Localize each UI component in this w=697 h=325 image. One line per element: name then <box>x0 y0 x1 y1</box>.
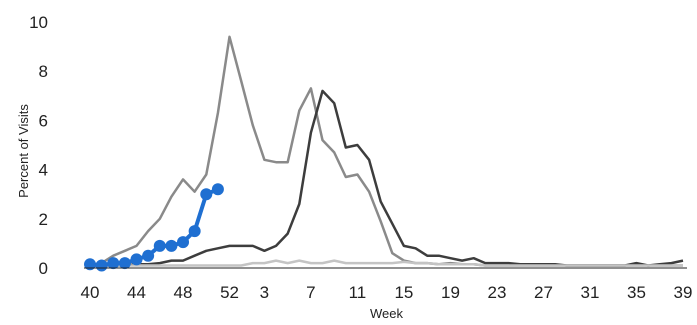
y-tick-label: 10 <box>29 13 48 32</box>
data-point <box>200 188 213 201</box>
y-axis-ticks: 0 2 4 6 8 10 <box>29 13 48 278</box>
series-line-1 <box>89 35 683 267</box>
y-tick-label: 0 <box>39 259 48 278</box>
x-axis-title: Week <box>370 306 403 321</box>
data-point <box>153 239 166 252</box>
y-axis-title: Percent of Visits <box>16 104 31 198</box>
y-tick-label: 2 <box>39 210 48 229</box>
x-tick-label: 40 <box>81 283 100 302</box>
series-line-3 <box>90 259 683 267</box>
x-tick-label: 48 <box>174 283 193 302</box>
y-tick-label: 4 <box>39 161 48 180</box>
x-tick-label: 23 <box>487 283 506 302</box>
data-point <box>211 183 224 196</box>
data-point <box>118 257 131 270</box>
plot-area <box>84 35 684 272</box>
x-tick-label: 39 <box>674 283 693 302</box>
x-tick-label: 35 <box>627 283 646 302</box>
x-tick-label: 19 <box>441 283 460 302</box>
data-point <box>177 236 190 249</box>
y-tick-label: 8 <box>39 62 48 81</box>
x-tick-label: 7 <box>306 283 315 302</box>
data-point <box>188 225 201 238</box>
data-point <box>95 259 108 272</box>
x-tick-label: 52 <box>220 283 239 302</box>
data-point <box>107 257 120 270</box>
x-tick-label: 27 <box>534 283 553 302</box>
data-point <box>165 239 178 252</box>
x-tick-label: 3 <box>260 283 269 302</box>
data-point <box>130 253 143 266</box>
x-tick-label: 44 <box>127 283 146 302</box>
x-tick-label: 31 <box>581 283 600 302</box>
x-tick-label: 15 <box>394 283 413 302</box>
y-tick-label: 6 <box>39 111 48 130</box>
data-point <box>142 249 155 262</box>
data-point <box>84 258 96 271</box>
x-axis-ticks: 40 44 48 52 3 7 11 15 19 23 27 31 35 39 <box>81 283 693 302</box>
x-tick-label: 11 <box>349 283 367 302</box>
